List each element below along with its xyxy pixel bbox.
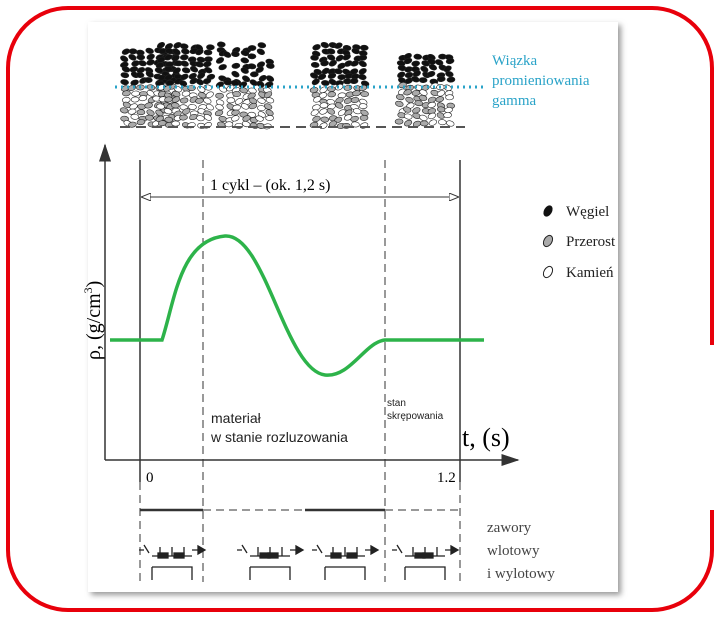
valve-plate (158, 553, 168, 558)
x-axis-label: t, (s) (462, 423, 510, 452)
beam-text: gamma (492, 93, 536, 109)
particle (360, 115, 368, 120)
particle (172, 121, 180, 126)
valves-text: i wylotowy (487, 566, 555, 582)
y-label: ρ, (g/cm (83, 293, 105, 360)
particle (359, 55, 367, 61)
particle (360, 45, 368, 51)
valve-plate (331, 553, 341, 558)
particle (225, 122, 233, 127)
particle (248, 54, 256, 60)
particle (131, 97, 139, 103)
valve-plate (347, 553, 357, 558)
particle (420, 121, 428, 126)
tight-text: stan (387, 398, 406, 409)
legend-item: Węgiel (566, 204, 609, 220)
tight-text: skrępowania (387, 411, 444, 422)
valve-plate (268, 553, 278, 558)
beam-text: Wiązka (492, 53, 538, 69)
x-tick-label: 1.2 (437, 470, 456, 486)
particle (180, 54, 188, 60)
particle (227, 98, 235, 103)
particle (164, 66, 172, 71)
particle (445, 95, 453, 101)
valve-plate (174, 553, 184, 558)
particle (131, 91, 139, 97)
particle (444, 112, 452, 117)
particle (310, 55, 318, 61)
particle (204, 50, 212, 55)
particle (131, 114, 139, 120)
particle (351, 97, 360, 103)
particle (414, 54, 423, 60)
particle (144, 77, 152, 83)
particle (328, 91, 337, 97)
particle (137, 110, 145, 115)
particle (224, 80, 232, 85)
diagram: Wiązka promieniowania gamma ρ, (g/cm3) 1… (0, 0, 718, 617)
particle (438, 119, 446, 125)
particle (137, 54, 145, 60)
particle (206, 44, 214, 50)
loose-text: w stanie rozluzowania (210, 429, 348, 445)
legend-item: Przerost (566, 234, 616, 250)
particle (248, 45, 256, 50)
particle (215, 93, 223, 99)
cycle-label: 1 cykl – (ok. 1,2 s) (210, 177, 330, 194)
particle (217, 42, 225, 48)
particle (232, 91, 240, 97)
valves-text: wlotowy (487, 543, 540, 559)
valves-text: zawory (487, 520, 532, 536)
particle (350, 78, 358, 84)
legend-item: Kamień (566, 265, 614, 281)
particle (447, 77, 455, 83)
particle (321, 117, 329, 123)
y-label-end: ) (83, 281, 105, 288)
particle (311, 62, 320, 68)
particle (145, 115, 153, 121)
particle (136, 72, 144, 78)
particle (266, 115, 274, 120)
beam-text: promieniowania (492, 73, 590, 89)
x-tick-label: 0 (146, 470, 154, 486)
particle (320, 103, 328, 109)
valve-plate (423, 553, 433, 558)
particle (437, 76, 446, 82)
particle (166, 80, 175, 86)
particle (165, 62, 173, 68)
particle (395, 119, 403, 124)
particle (419, 77, 427, 82)
loose-text: materiał (211, 410, 262, 426)
particle (359, 103, 367, 108)
particle (179, 115, 188, 121)
particle (250, 72, 258, 78)
particle (361, 91, 369, 96)
particle (129, 49, 137, 54)
